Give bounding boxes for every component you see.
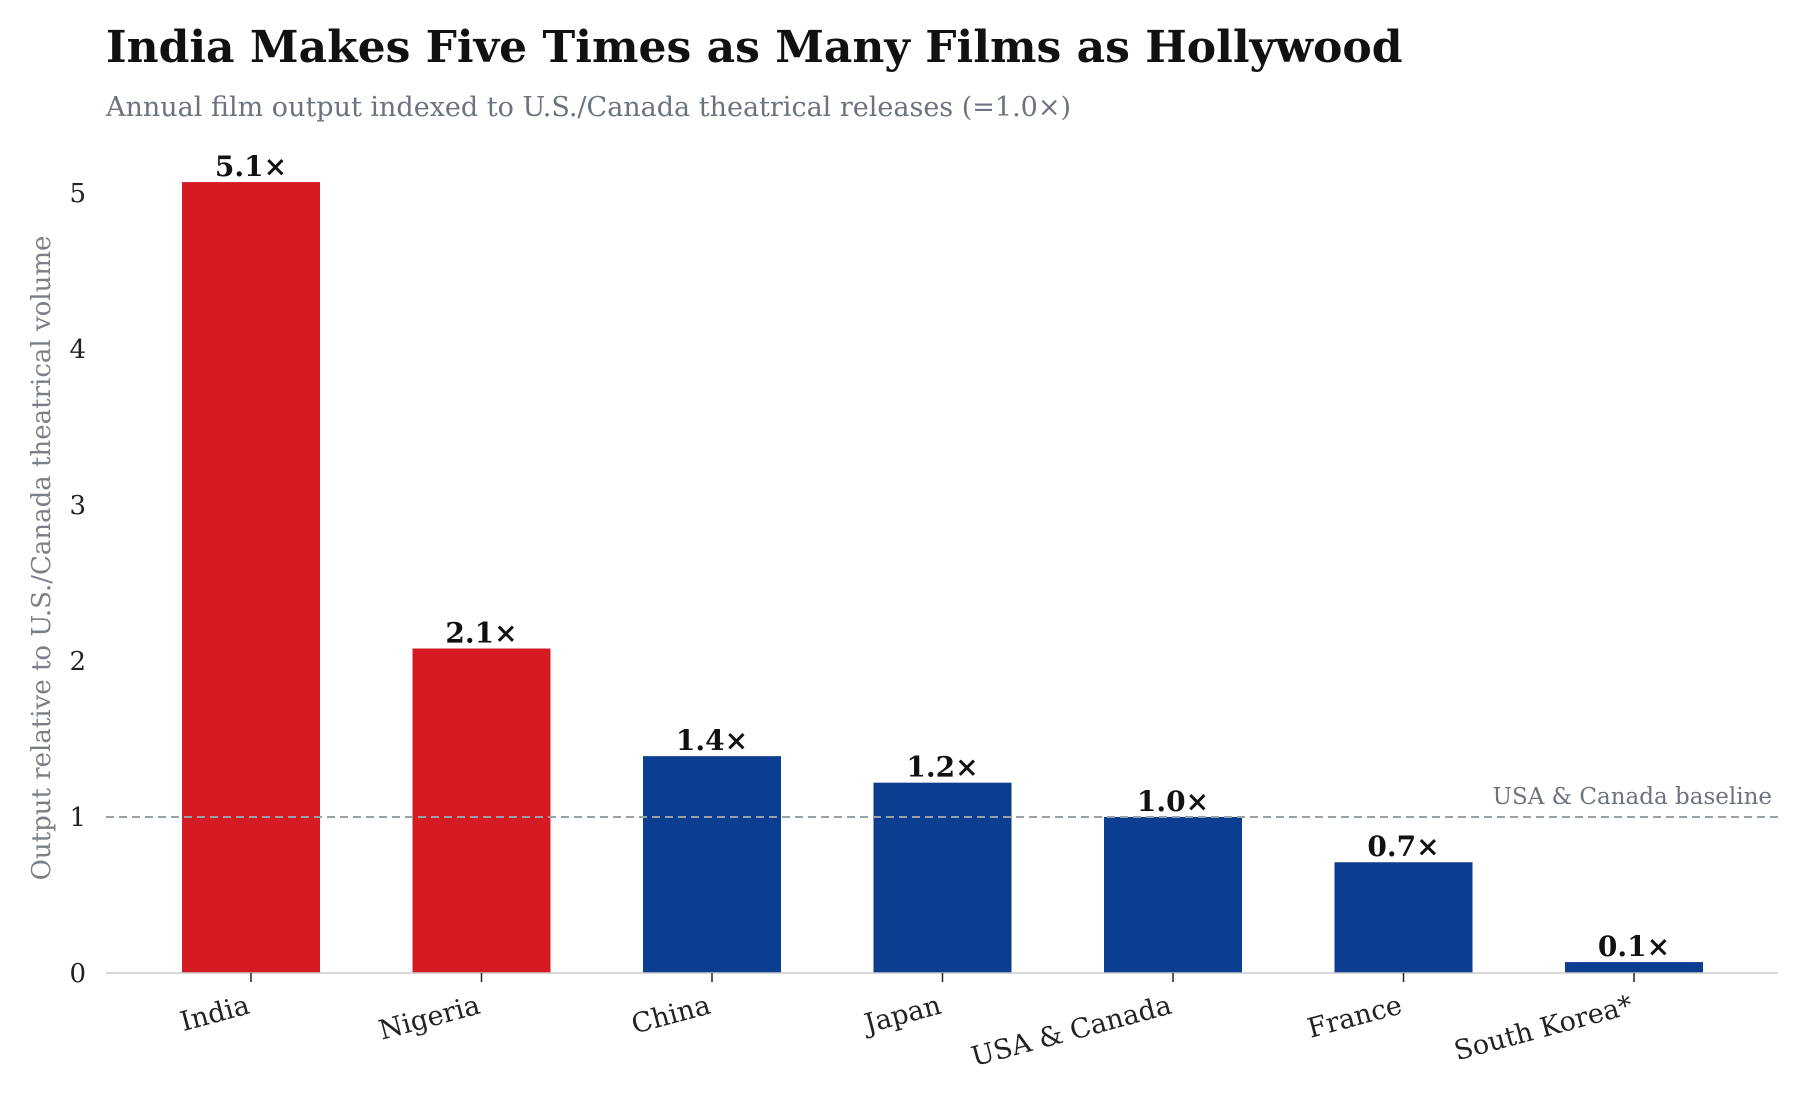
data-label: 2.1× (445, 617, 517, 650)
x-tick-label: Nigeria (376, 990, 484, 1047)
y-tick-label: 5 (69, 179, 86, 209)
bar-france (1334, 862, 1473, 973)
data-label: 0.1× (1598, 930, 1670, 963)
data-label: 0.7× (1367, 830, 1439, 863)
data-labels: 5.1× 2.1× 1.4× 1.2× 1.0× 0.7× 0.1× (215, 150, 1670, 963)
chart-subtitle: Annual film output indexed to U.S./Canad… (106, 92, 1071, 123)
bar-south-korea (1565, 962, 1703, 973)
x-tick-label: USA & Canada (968, 990, 1175, 1073)
bar-nigeria (412, 648, 551, 973)
data-label: 1.4× (676, 724, 748, 757)
x-tick-label: France (1304, 990, 1405, 1045)
baseline-reference-label: USA & Canada baseline (1493, 784, 1772, 810)
y-tick-label: 1 (69, 803, 86, 833)
bar-china (643, 756, 781, 973)
x-tick-label: China (628, 990, 713, 1041)
y-tick-label: 3 (69, 491, 86, 521)
bars (182, 182, 1703, 973)
chart-title: India Makes Five Times as Many Films as … (106, 22, 1403, 73)
data-label: 5.1× (215, 150, 287, 183)
x-tick-label: South Korea* (1451, 990, 1636, 1067)
data-label: 1.0× (1137, 785, 1209, 818)
y-tick-label: 0 (69, 959, 86, 989)
y-axis: 0 1 2 3 4 5 (69, 179, 86, 989)
bar-japan (873, 782, 1012, 973)
data-label: 1.2× (906, 751, 978, 784)
y-tick-label: 2 (69, 647, 86, 677)
x-tick-label: Japan (858, 990, 944, 1041)
bar-usa-canada (1104, 817, 1242, 973)
x-axis: India Nigeria China Japan USA & Canada France… (177, 973, 1636, 1073)
y-axis-title: Output relative to U.S./Canada theatrica… (27, 236, 57, 881)
y-tick-label: 4 (69, 335, 86, 365)
bar-india (182, 182, 320, 973)
x-tick-label: India (177, 990, 253, 1038)
